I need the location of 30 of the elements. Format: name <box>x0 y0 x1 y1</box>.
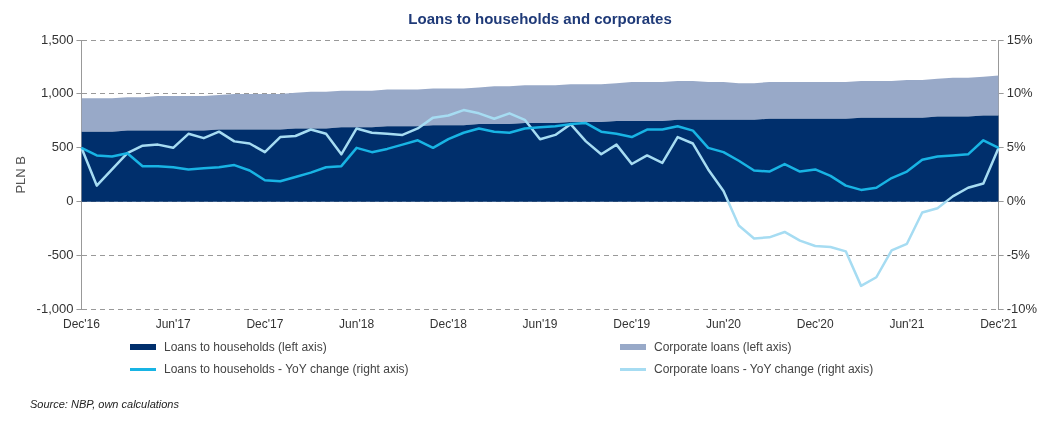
y-tick-label: 1,000 <box>40 85 74 101</box>
legend-label: Corporate loans - YoY change (right axis) <box>654 362 874 376</box>
y-tick-label: 0 <box>66 193 74 209</box>
x-tick-label: Dec'17 <box>246 317 284 332</box>
x-tick-label: Jun'18 <box>339 317 375 332</box>
y2-tick-label: -10% <box>1006 301 1038 317</box>
y-tick-label: -500 <box>47 247 74 263</box>
legend-label: Corporate loans (left axis) <box>654 340 792 354</box>
x-tick-label: Jun'20 <box>705 317 742 332</box>
y-tick-label: 500 <box>51 139 74 155</box>
x-tick-label: Dec'16 <box>62 317 101 332</box>
x-tick-label: Jun'19 <box>522 317 558 332</box>
x-tick-label: Dec'18 <box>429 317 468 332</box>
x-tick-label: Jun'21 <box>889 317 925 332</box>
legend-label: Loans to households (left axis) <box>164 340 327 354</box>
legend-label: Loans to households - YoY change (right axis) <box>164 362 409 376</box>
y2-tick-label: -5% <box>1006 247 1031 263</box>
y2-tick-label: 15% <box>1006 31 1034 47</box>
y-tick-label: -1,000 <box>36 301 74 317</box>
x-tick-label: Jun'17 <box>155 317 191 332</box>
x-tick-label: Dec'21 <box>980 317 1018 332</box>
source-note: Source: NBP, own calculations <box>30 398 179 410</box>
x-tick-label: Dec'20 <box>796 317 835 332</box>
chart-title: Loans to households and corporates <box>408 9 672 27</box>
y-axis-title: PLN B <box>13 156 29 194</box>
y2-tick-label: 10% <box>1006 85 1034 101</box>
y2-tick-label: 5% <box>1006 139 1026 155</box>
x-tick-label: Dec'19 <box>613 317 651 332</box>
y2-tick-label: 0% <box>1006 193 1026 209</box>
y-tick-label: 1,500 <box>40 31 74 47</box>
